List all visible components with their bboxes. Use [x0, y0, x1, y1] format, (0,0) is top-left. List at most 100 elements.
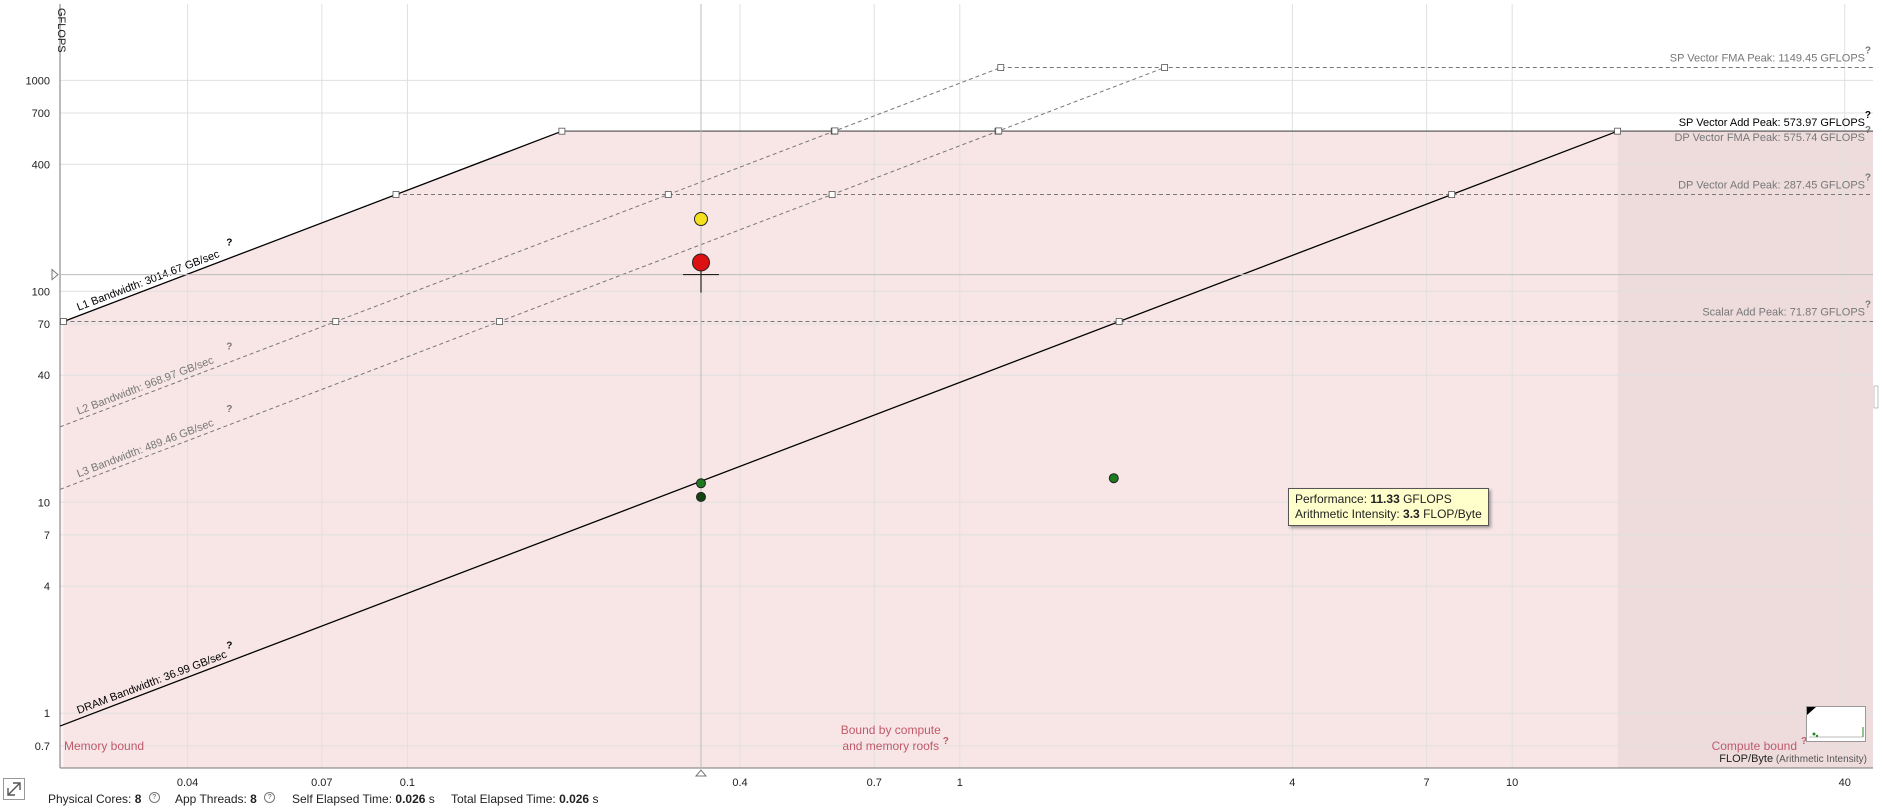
x-tick-label: 0.7 [867, 777, 882, 786]
total-value: 0.026 [559, 792, 590, 806]
x-tick-label: 0.04 [177, 777, 198, 786]
total-unit: s [592, 792, 599, 806]
help-icon[interactable]: ? [264, 792, 276, 803]
memory-roof-line [59, 67, 1165, 490]
help-icon: ? [1865, 125, 1871, 136]
x-axis-title: FLOP/Byte (Arithmetic Intensity) [1719, 753, 1867, 765]
x-tick-label: 40 [1839, 777, 1851, 786]
tooltip-ai-value: 3.3 [1403, 507, 1420, 521]
x-tick-label: 0.07 [311, 777, 332, 786]
help-icon[interactable]: ? [148, 792, 160, 803]
data-point [1108, 473, 1119, 484]
physical-cores-info: Physical Cores: 8 ? [48, 792, 160, 806]
x-axis-title-suffix: (Arithmetic Intensity) [1773, 754, 1867, 765]
memory-bound-region [60, 4, 64, 768]
y-tick-label: 4 [44, 581, 50, 593]
compute-roof-label: SP Vector Add Peak: 573.97 GFLOPS [1679, 117, 1865, 129]
roof-intersection-marker [558, 127, 566, 135]
self-elapsed-info: Self Elapsed Time: 0.026 s [292, 792, 435, 806]
y-tick-label: 100 [32, 286, 50, 298]
roof-intersection-marker [332, 318, 340, 325]
y-tick-label: 1000 [26, 75, 50, 87]
roof-intersection-marker [997, 64, 1005, 71]
self-label: Self Elapsed Time: [292, 792, 393, 806]
tooltip-ai-label: Arithmetic Intensity: [1295, 507, 1400, 521]
minimap-preview [1807, 707, 1864, 738]
roof-intersection-marker [1448, 191, 1456, 198]
x-tick-label: 0.1 [400, 777, 415, 786]
y-tick-label: 400 [32, 159, 50, 171]
help-icon: ? [1865, 300, 1871, 311]
y-tick-label: 0.7 [35, 741, 50, 753]
y-tick-label: 10 [38, 497, 50, 509]
region-label-compute-bound: Compute bound [1712, 739, 1797, 753]
roof-intersection-marker [831, 127, 839, 135]
expand-icon [7, 782, 21, 796]
total-label: Total Elapsed Time: [451, 792, 556, 806]
help-icon: ? [1865, 173, 1871, 184]
roof-intersection-marker [664, 191, 672, 198]
status-bar: Physical Cores: 8 ? App Threads: 8 ? Sel… [0, 786, 1882, 809]
x-tick-label: 10 [1506, 777, 1518, 786]
region-label-bound-both-1: Bound by compute [841, 723, 941, 737]
data-point [693, 212, 708, 227]
tooltip-perf-label: Performance: [1295, 492, 1368, 506]
data-point [695, 491, 706, 502]
cores-label: Physical Cores: [48, 792, 132, 806]
cores-value: 8 [134, 792, 142, 806]
x-axis-pointer [694, 769, 708, 777]
self-value: 0.026 [395, 792, 426, 806]
help-icon: ? [1865, 110, 1871, 121]
roof-intersection-marker [392, 191, 400, 198]
app-threads-info: App Threads: 8 ? [175, 792, 276, 806]
y-tick-label: 1 [44, 708, 50, 720]
y-tick-label: 70 [38, 319, 50, 331]
minimap-thumbnail[interactable] [1806, 706, 1866, 742]
y-axis-pointer [51, 268, 59, 281]
roof-intersection-marker [496, 318, 503, 325]
x-tick-label: 7 [1424, 777, 1430, 786]
roof-intersection-marker [828, 191, 836, 198]
memory-roof-line [59, 130, 1618, 727]
point-tooltip: Performance: 11.33 GFLOPS Arithmetic Int… [1288, 488, 1489, 526]
region-label-memory-bound: Memory bound [64, 739, 144, 753]
tooltip-perf-unit: GFLOPS [1403, 492, 1452, 506]
roof-intersection-marker [1115, 318, 1123, 325]
compute-roof-label: DP Vector FMA Peak: 575.74 GFLOPS [1674, 132, 1865, 144]
help-icon: ? [226, 341, 232, 352]
compute-roof-label: SP Vector FMA Peak: 1149.45 GFLOPS [1670, 53, 1865, 65]
help-icon: ? [226, 404, 232, 415]
y-tick-label: 40 [38, 370, 50, 382]
roof-intersection-marker [1161, 64, 1169, 71]
threads-value: 8 [250, 792, 257, 806]
x-tick-label: 1 [957, 777, 963, 786]
x-tick-label: 4 [1289, 777, 1295, 786]
self-unit: s [428, 792, 435, 806]
y-tick-label: 7 [44, 530, 50, 542]
help-icon: ? [1865, 46, 1871, 57]
compute-roof-label: Scalar Add Peak: 71.87 GFLOPS [1702, 307, 1865, 319]
memory-roof-line [59, 130, 563, 324]
tooltip-perf-value: 11.33 [1370, 492, 1400, 506]
data-point [695, 478, 706, 489]
tooltip-ai-unit: FLOP/Byte [1423, 507, 1482, 521]
splitter-handle [1873, 385, 1879, 409]
above-roof-area [60, 4, 1873, 323]
help-icon: ? [943, 736, 949, 747]
y-tick-label: 700 [32, 108, 50, 120]
help-icon: ? [226, 641, 232, 652]
roof-intersection-marker [995, 127, 1003, 135]
roof-intersection-marker [60, 318, 67, 325]
threads-label: App Threads: [175, 792, 247, 806]
expand-button[interactable] [3, 778, 25, 800]
total-elapsed-info: Total Elapsed Time: 0.026 s [451, 792, 598, 806]
help-icon: ? [1801, 736, 1807, 747]
roof-intersection-marker [1614, 127, 1621, 135]
compute-roof-label: DP Vector Add Peak: 287.45 GFLOPS [1678, 180, 1865, 192]
region-label-bound-both-2: and memory roofs [842, 739, 939, 753]
x-tick-label: 0.4 [732, 777, 747, 786]
roofline-chart[interactable]: 0.04 0.07 0.1 0.4 0.7 1 4 7 10 40 0.7 1 4 7 10 40 70 100 4… [0, 0, 1882, 786]
data-point [691, 253, 710, 272]
help-icon: ? [226, 237, 232, 248]
y-axis-title: GFLOPS [55, 8, 67, 53]
